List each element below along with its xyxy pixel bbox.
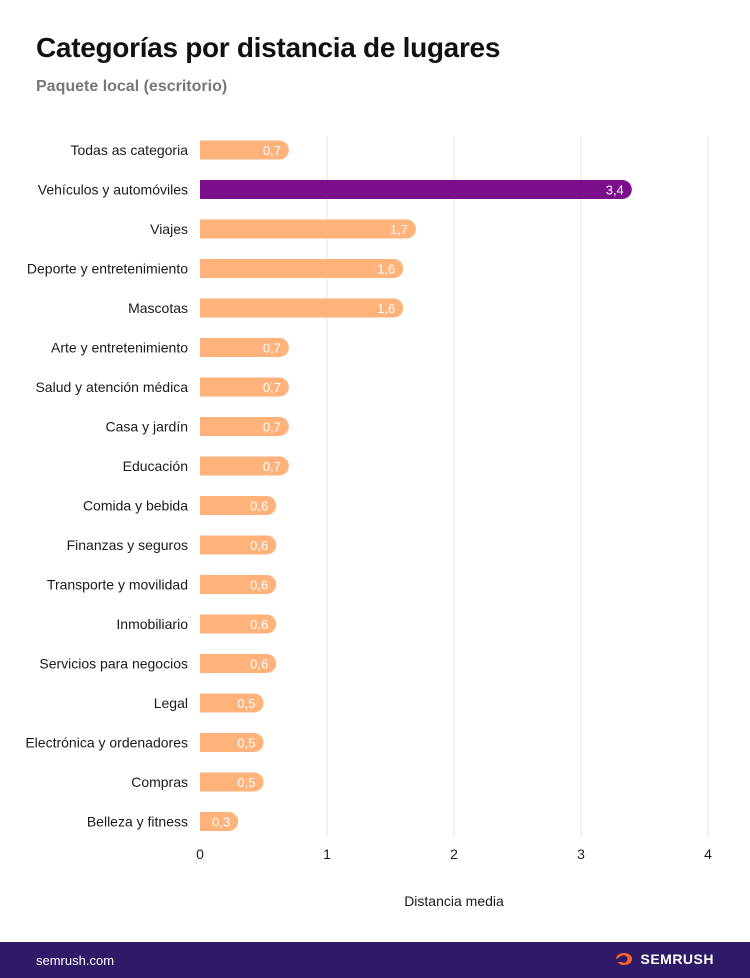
bar-value-label: 0,5 (237, 696, 255, 711)
bar-value-label: 0,7 (263, 341, 281, 356)
bar-left-edge (200, 456, 210, 476)
bar[interactable] (200, 693, 264, 713)
bar-value-label: 1,6 (377, 301, 395, 316)
category-label: Viajes (150, 221, 188, 237)
bar-left-edge (200, 614, 210, 634)
bar-value-label: 0,7 (263, 420, 281, 435)
x-tick-label: 3 (577, 846, 585, 862)
category-label: Vehículos y automóviles (38, 182, 188, 198)
bar-value-label: 0,7 (263, 380, 281, 395)
category-label: Deporte y entretenimiento (27, 261, 188, 277)
bar[interactable] (200, 575, 277, 594)
bar[interactable] (200, 614, 277, 634)
bar-left-edge (200, 180, 210, 199)
bar[interactable] (200, 456, 289, 476)
grid-lines (326, 136, 709, 836)
category-label: Transporte y movilidad (47, 577, 188, 593)
bar-left-edge (200, 259, 210, 278)
bar[interactable] (200, 812, 239, 831)
brand-name: SEMRUSH (640, 951, 714, 967)
bar-left-edge (200, 298, 210, 318)
bar-value-label: 0,5 (237, 775, 255, 790)
bar-value-label: 0,6 (250, 657, 268, 672)
bar-value-label: 0,6 (250, 578, 268, 593)
bar-left-edge (200, 575, 210, 594)
category-label: Casa y jardín (106, 419, 188, 435)
category-label: Legal (154, 695, 188, 711)
bar[interactable] (200, 772, 264, 792)
footer: semrush.com SEMRUSH (0, 942, 750, 978)
bar-left-edge (200, 693, 210, 713)
x-tick-label: 1 (323, 846, 331, 862)
bar-value-label: 1,7 (390, 222, 408, 237)
bar[interactable] (200, 338, 289, 357)
bar-left-edge (200, 377, 210, 397)
category-label: Finanzas y seguros (67, 537, 188, 553)
bar-left-edge (200, 140, 210, 160)
bar[interactable] (200, 219, 416, 239)
x-tick-label: 2 (450, 846, 458, 862)
bar-value-label: 0,7 (263, 459, 281, 474)
category-label: Arte y entretenimiento (51, 340, 188, 356)
bar[interactable] (200, 298, 404, 318)
chart-subtitle: Paquete local (escritorio) (36, 78, 228, 95)
category-label: Servicios para negocios (39, 656, 188, 672)
category-label: Inmobiliario (116, 616, 188, 632)
category-label: Belleza y fitness (87, 814, 188, 830)
chart-title: Categorías por distancia de lugares (36, 32, 501, 63)
bar-value-label: 0,6 (250, 538, 268, 553)
bar-left-edge (200, 338, 210, 357)
category-label: Mascotas (128, 300, 188, 316)
x-tick-label: 0 (196, 846, 204, 862)
bar-value-label: 0,6 (250, 499, 268, 514)
bar-left-edge (200, 733, 210, 752)
bar-left-edge (200, 219, 210, 239)
bar[interactable] (200, 140, 289, 160)
x-axis-label: Distancia media (404, 893, 504, 909)
bar[interactable] (200, 180, 632, 199)
semrush-fire-icon (616, 953, 633, 965)
bar-left-edge (200, 812, 210, 831)
bar-chart: 0,7 3,4 1,7 1,6 1,6 0,7 0,7 0,7 0,7 0,6 0,6 0,6 0,6 0… (25, 136, 712, 909)
x-axis-ticks: 0 1 2 3 4 (196, 846, 712, 862)
category-label: Comida y bebida (83, 498, 188, 514)
bar-value-label: 0,6 (250, 617, 268, 632)
bar[interactable] (200, 654, 277, 673)
category-labels: Todas as categoria Vehículos y automóvile… (25, 142, 188, 830)
bar-value-label: 3,4 (606, 183, 624, 198)
category-label: Todas as categoria (70, 142, 188, 158)
bar[interactable] (200, 377, 289, 397)
bar[interactable] (200, 259, 404, 278)
bar-left-edge (200, 654, 210, 673)
bar-left-edge (200, 496, 210, 515)
bar-value-label: 0,5 (237, 736, 255, 751)
category-label: Compras (131, 774, 188, 790)
bar-left-edge (200, 417, 210, 436)
semrush-logo[interactable]: SEMRUSH (614, 951, 714, 967)
bar[interactable] (200, 535, 277, 555)
x-tick-label: 4 (704, 846, 712, 862)
bar-left-edge (200, 535, 210, 555)
bars: 0,7 3,4 1,7 1,6 1,6 0,7 0,7 0,7 0,7 0,6 0,6 0,6 0,6 0… (200, 140, 632, 831)
bar-value-label: 0,7 (263, 143, 281, 158)
bar[interactable] (200, 733, 264, 752)
footer-url[interactable]: semrush.com (36, 953, 115, 968)
bar-value-label: 0,3 (212, 815, 230, 830)
bar-value-label: 1,6 (377, 262, 395, 277)
category-label: Salud y atención médica (35, 379, 188, 395)
category-label: Electrónica y ordenadores (25, 735, 188, 751)
category-label: Educación (123, 458, 188, 474)
bar[interactable] (200, 417, 289, 436)
bar[interactable] (200, 496, 277, 515)
bar-left-edge (200, 772, 210, 792)
